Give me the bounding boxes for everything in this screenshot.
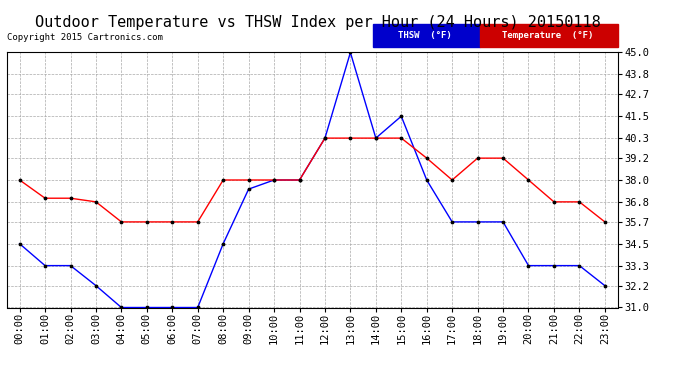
- FancyBboxPatch shape: [373, 24, 480, 47]
- Text: THSW  (°F): THSW (°F): [398, 32, 452, 40]
- Text: Copyright 2015 Cartronics.com: Copyright 2015 Cartronics.com: [7, 33, 163, 42]
- Text: Outdoor Temperature vs THSW Index per Hour (24 Hours) 20150118: Outdoor Temperature vs THSW Index per Ho…: [34, 15, 600, 30]
- FancyBboxPatch shape: [480, 24, 618, 47]
- Text: Temperature  (°F): Temperature (°F): [502, 32, 593, 40]
